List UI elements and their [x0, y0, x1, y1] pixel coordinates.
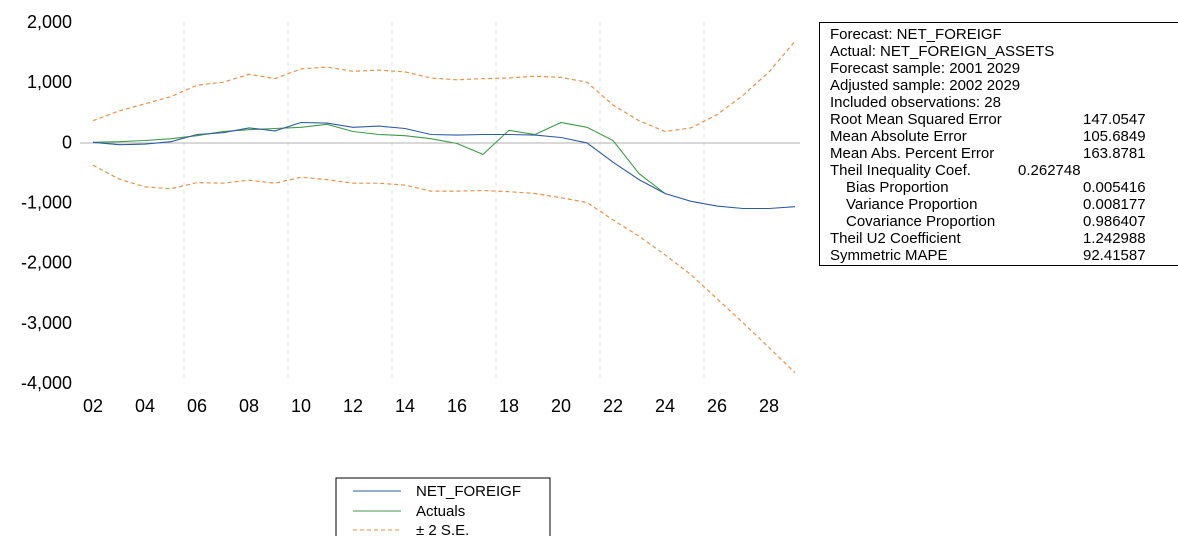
x-tick-label: 06 — [187, 396, 207, 416]
stats-row: Theil Inequality Coef. 0.262748 — [820, 162, 1178, 179]
stats-label: Variance Proportion — [846, 196, 978, 213]
stats-value: 0.005416 — [1083, 179, 1146, 196]
stats-row: Included observations: 28 — [820, 94, 1178, 111]
stats-label: Adjusted sample: 2002 2029 — [830, 77, 1021, 94]
stats-row: Forecast: NET_FOREIGF — [820, 26, 1178, 43]
x-tick-label: 24 — [655, 396, 675, 416]
x-tick-label: 10 — [291, 396, 311, 416]
stats-row: Adjusted sample: 2002 2029 — [820, 77, 1178, 94]
series-line-se-upper — [92, 40, 796, 133]
stats-label: Theil U2 Coefficient — [830, 230, 961, 247]
forecast-chart: 2,000 1,000 0 -1,000 -2,000 -3,000 -4,000 02 04… — [21, 12, 800, 536]
stats-label: Theil Inequality Coef. — [830, 162, 971, 179]
x-tick-label: 28 — [759, 396, 779, 416]
x-tick-label: 04 — [135, 396, 155, 416]
y-tick-label: -3,000 — [21, 313, 72, 333]
y-axis-ticks: 2,000 1,000 0 -1,000 -2,000 -3,000 -4,000 — [21, 12, 72, 393]
stats-label: Mean Abs. Percent Error — [830, 145, 995, 162]
forecast-stats-table: Forecast: NET_FOREIGF Actual: NET_FOREIGN… — [819, 22, 1178, 266]
stats-label: Mean Absolute Error — [830, 128, 967, 145]
series-line-forecast — [92, 121, 796, 210]
stats-label: Actual: NET_FOREIGN_ASSETS — [830, 43, 1055, 60]
stats-row: Variance Proportion 0.008177 — [820, 196, 1178, 213]
x-tick-label: 20 — [551, 396, 571, 416]
stats-label: Root Mean Squared Error — [830, 111, 1002, 128]
stats-value: 0.008177 — [1083, 196, 1146, 213]
y-tick-label: 1,000 — [27, 72, 72, 92]
y-tick-label: -1,000 — [21, 193, 72, 213]
stats-label: Bias Proportion — [846, 179, 949, 196]
series-lines — [92, 40, 796, 374]
stats-row: Theil U2 Coefficient 1.242988 — [820, 230, 1178, 247]
legend: NET_FOREIGF Actuals ± 2 S.E. — [335, 477, 551, 536]
y-tick-label: 2,000 — [27, 12, 72, 32]
x-tick-label: 14 — [395, 396, 415, 416]
stats-value: 0.262748 — [1018, 162, 1081, 179]
series-line-se-lower — [92, 164, 796, 374]
stats-label: Included observations: 28 — [830, 94, 1001, 111]
x-tick-label: 02 — [83, 396, 103, 416]
x-tick-label: 16 — [447, 396, 467, 416]
legend-box — [335, 477, 551, 536]
stats-row: Covariance Proportion 0.986407 — [820, 213, 1178, 230]
y-tick-label: 0 — [62, 132, 72, 152]
x-axis-ticks: 02 04 06 08 10 12 14 16 18 20 22 24 26 28 — [83, 396, 779, 416]
y-tick-label: -4,000 — [21, 373, 72, 393]
stats-row: Symmetric MAPE 92.41587 — [820, 247, 1178, 264]
legend-label-se: ± 2 S.E. — [416, 522, 469, 536]
series-line-actuals — [92, 121, 666, 194]
stats-value: 147.0547 — [1083, 111, 1146, 128]
x-tick-label: 18 — [499, 396, 519, 416]
stats-value: 92.41587 — [1083, 247, 1146, 264]
stats-label: Symmetric MAPE — [830, 247, 948, 264]
x-tick-label: 26 — [707, 396, 727, 416]
legend-label-actuals: Actuals — [416, 503, 465, 520]
stats-value: 0.986407 — [1083, 213, 1146, 230]
stats-label: Forecast: NET_FOREIGF — [830, 26, 1002, 43]
stats-row: Forecast sample: 2001 2029 — [820, 60, 1178, 77]
stats-row: Bias Proportion 0.005416 — [820, 179, 1178, 196]
y-tick-label: -2,000 — [21, 253, 72, 273]
grid-lines — [183, 22, 705, 383]
stats-row: Root Mean Squared Error 147.0547 — [820, 111, 1178, 128]
stats-label: Forecast sample: 2001 2029 — [830, 60, 1021, 77]
stats-value: 163.8781 — [1083, 145, 1146, 162]
stats-row: Mean Absolute Error 105.6849 — [820, 128, 1178, 145]
stats-row: Actual: NET_FOREIGN_ASSETS — [820, 43, 1178, 60]
legend-label-forecast: NET_FOREIGF — [416, 483, 521, 500]
stats-row: Mean Abs. Percent Error 163.8781 — [820, 145, 1178, 162]
stats-label: Covariance Proportion — [846, 213, 996, 230]
x-tick-label: 08 — [239, 396, 259, 416]
x-tick-label: 12 — [343, 396, 363, 416]
stats-value: 1.242988 — [1083, 230, 1146, 247]
stats-value: 105.6849 — [1083, 128, 1146, 145]
x-tick-label: 22 — [603, 396, 623, 416]
